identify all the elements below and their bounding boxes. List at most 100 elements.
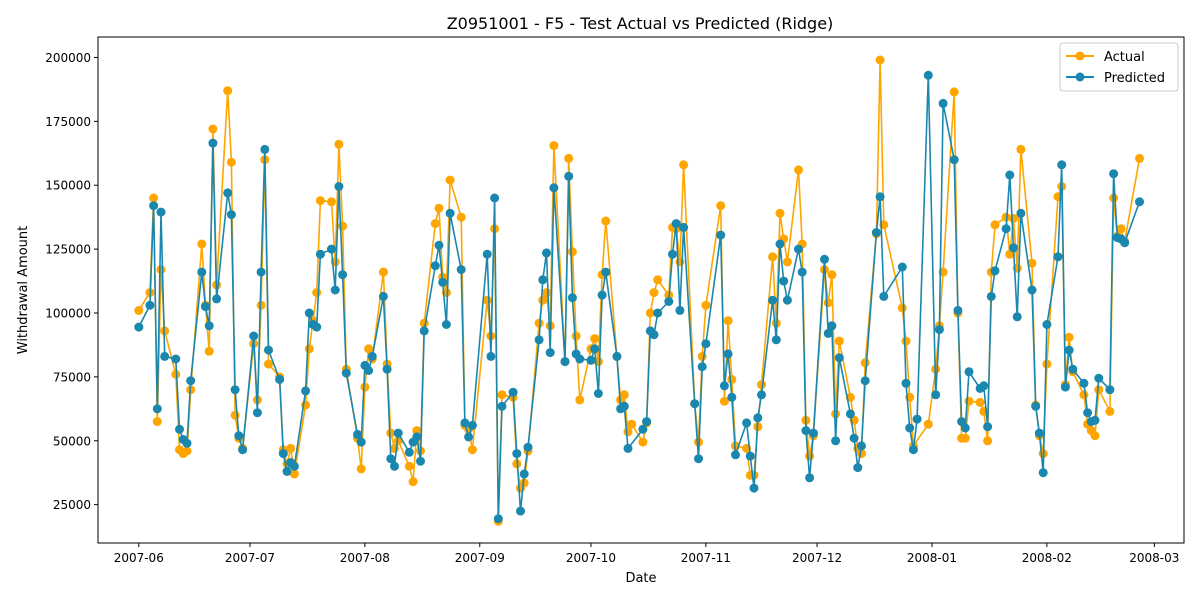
data-point-predicted	[679, 222, 689, 232]
data-point-predicted	[619, 401, 629, 411]
data-point-actual	[404, 461, 414, 471]
data-point-predicted	[434, 240, 444, 250]
data-point-actual	[204, 346, 214, 356]
data-point-predicted	[1005, 170, 1015, 180]
data-point-predicted	[986, 291, 996, 301]
chart-title: Z0951001 - F5 - Test Actual vs Predicted…	[447, 14, 834, 33]
data-point-actual	[430, 219, 440, 229]
data-point-predicted	[1034, 428, 1044, 438]
data-point-predicted	[197, 267, 207, 277]
data-point-predicted	[238, 445, 248, 455]
data-point-predicted	[341, 368, 351, 378]
data-point-actual	[542, 288, 551, 298]
data-point-predicted	[1083, 408, 1093, 418]
data-point-actual	[264, 359, 273, 369]
data-point-actual	[467, 445, 477, 455]
data-point-actual	[923, 419, 933, 429]
data-point-predicted	[567, 293, 577, 303]
data-point-predicted	[701, 339, 711, 349]
data-point-predicted	[671, 219, 681, 229]
data-point-predicted	[519, 469, 529, 479]
data-point-actual	[775, 208, 785, 218]
data-point-predicted	[897, 262, 907, 272]
data-point-actual	[360, 382, 370, 392]
data-point-predicted	[1135, 197, 1144, 207]
data-point-predicted	[879, 291, 889, 301]
x-tick-label: 2007-07	[225, 551, 275, 565]
data-point-predicted	[175, 424, 184, 434]
data-point-actual	[456, 212, 466, 222]
data-point-predicted	[356, 437, 366, 447]
legend-label-actual: Actual	[1104, 50, 1145, 65]
data-point-predicted	[908, 445, 918, 455]
series-layer	[134, 55, 1144, 526]
data-point-predicted	[782, 295, 792, 305]
data-point-actual	[334, 139, 344, 149]
data-point-predicted	[508, 387, 518, 397]
data-point-predicted	[1038, 468, 1048, 478]
data-point-predicted	[230, 385, 240, 395]
x-tick-label: 2007-11	[681, 551, 731, 565]
data-point-predicted	[534, 335, 544, 345]
data-point-predicted	[805, 473, 815, 483]
data-point-predicted	[923, 70, 933, 80]
y-tick-label: 175000	[45, 115, 91, 129]
data-point-predicted	[649, 330, 659, 340]
data-point-predicted	[430, 261, 440, 271]
data-point-actual	[1016, 144, 1026, 154]
data-point-predicted	[171, 354, 181, 364]
data-point-actual	[152, 417, 162, 427]
data-point-predicted	[145, 300, 155, 310]
data-point-predicted	[801, 426, 811, 436]
data-point-predicted	[382, 364, 392, 374]
data-point-predicted	[601, 267, 611, 277]
data-point-predicted	[152, 404, 162, 414]
data-point-predicted	[275, 374, 285, 384]
data-point-predicted	[304, 308, 314, 318]
data-point-predicted	[768, 295, 778, 305]
y-axis-label: Withdrawal Amount	[16, 226, 31, 355]
data-point-predicted	[278, 449, 288, 459]
data-point-predicted	[857, 441, 866, 451]
data-point-predicted	[156, 207, 166, 217]
data-point-actual	[679, 160, 689, 170]
data-point-actual	[701, 300, 711, 310]
data-point-predicted	[386, 454, 396, 464]
data-point-predicted	[149, 201, 159, 211]
x-tick-label: 2007-10	[566, 551, 616, 565]
data-point-actual	[538, 295, 548, 305]
data-point-predicted	[593, 389, 603, 398]
y-axis: 25000 50000 75000 100000 125000 150000 175000 2…	[45, 51, 98, 512]
data-point-predicted	[490, 193, 500, 203]
data-point-actual	[975, 397, 985, 407]
data-point-predicted	[623, 443, 633, 453]
data-point-predicted	[697, 362, 707, 372]
data-point-actual	[575, 395, 585, 405]
data-point-predicted	[694, 454, 703, 464]
data-point-predicted	[416, 456, 425, 466]
data-point-predicted	[905, 423, 915, 433]
data-point-predicted	[542, 248, 551, 258]
data-point-actual	[590, 334, 600, 344]
data-point-predicted	[1060, 382, 1070, 392]
data-point-predicted	[1027, 285, 1037, 295]
data-point-predicted	[353, 429, 362, 439]
data-point-actual	[567, 247, 577, 257]
y-tick-label: 200000	[45, 51, 91, 65]
data-point-predicted	[797, 267, 807, 277]
data-point-actual	[1009, 213, 1018, 223]
data-point-actual	[1027, 258, 1037, 268]
data-point-predicted	[441, 320, 451, 329]
data-point-actual	[571, 331, 581, 341]
data-point-predicted	[757, 390, 766, 400]
data-point-predicted	[638, 424, 648, 434]
data-point-actual	[364, 344, 374, 354]
data-point-predicted	[1120, 238, 1130, 248]
data-point-actual	[627, 419, 637, 429]
data-point-predicted	[849, 433, 859, 443]
data-point-actual	[534, 318, 544, 328]
data-point-predicted	[445, 208, 455, 218]
data-point-predicted	[456, 265, 466, 275]
data-point-actual	[901, 336, 911, 346]
